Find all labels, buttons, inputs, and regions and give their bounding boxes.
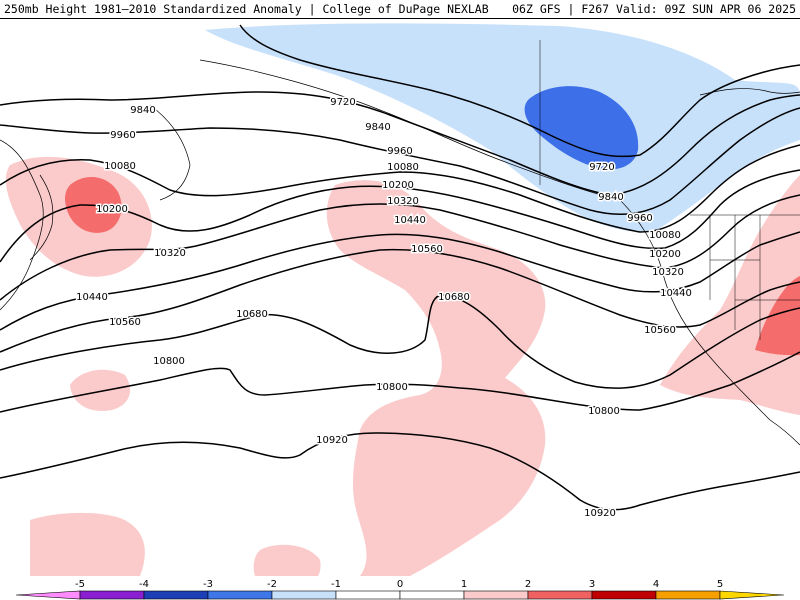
height-anomaly-map: 9720 9720 9840 9840 9840 9960 9960 9960 10080 100… xyxy=(0,23,800,576)
contour-label-10680: 10680 xyxy=(236,309,268,320)
contour-label-10320: 10320 xyxy=(652,267,684,278)
contour-label-10080: 10080 xyxy=(104,161,136,172)
political-borders xyxy=(539,40,800,340)
colorbar-tick-label: -4 xyxy=(139,579,149,590)
colorbar-segment xyxy=(399,590,465,600)
contour-label-10200: 10200 xyxy=(96,204,128,215)
colorbar-segment xyxy=(15,590,81,600)
contour-label-9960: 9960 xyxy=(110,130,135,141)
contour-9960 xyxy=(0,107,800,216)
contour-label-10320: 10320 xyxy=(387,196,419,207)
kamchatka-coastline xyxy=(149,104,191,201)
colorbar-tick-label: 5 xyxy=(717,579,723,590)
strong-positive-anomaly-west-us xyxy=(755,276,800,356)
colorbar-tick-label: 2 xyxy=(525,579,531,590)
contour-label-10080: 10080 xyxy=(649,230,681,241)
colorbar-segment xyxy=(271,590,337,600)
height-contours xyxy=(0,24,800,511)
contour-label-9960: 9960 xyxy=(627,213,652,224)
contour-label-10560: 10560 xyxy=(109,317,141,328)
contour-label-10440: 10440 xyxy=(76,292,108,303)
asia-coastline xyxy=(0,139,44,311)
contour-label-10680: 10680 xyxy=(438,292,470,303)
colorbar-tick-label: 1 xyxy=(461,579,467,590)
title-bar: 250mb Height 1981–2010 Standardized Anom… xyxy=(0,0,800,19)
contour-label-10560: 10560 xyxy=(644,325,676,336)
contour-label-10920: 10920 xyxy=(584,508,616,519)
positive-anomaly-north-pacific xyxy=(326,180,546,576)
canada-coastline xyxy=(699,88,800,96)
model-run-info: 06Z GFS | F267 Valid: 09Z SUN APR 06 202… xyxy=(512,2,796,16)
contour-label-9840: 9840 xyxy=(365,122,390,133)
contour-10920 xyxy=(0,432,800,511)
japan-coastline xyxy=(29,174,54,261)
contour-label-9720: 9720 xyxy=(589,162,614,173)
colorbar-segment xyxy=(591,590,657,600)
western-state-lines xyxy=(709,215,800,340)
colorbar-tick-label: -1 xyxy=(331,579,341,590)
colorbar-segment xyxy=(655,590,721,600)
contour-label-9840: 9840 xyxy=(130,105,155,116)
north-america-coastline xyxy=(619,199,800,446)
contour-10800 xyxy=(0,351,800,413)
contour-label-10440: 10440 xyxy=(394,215,426,226)
contour-label-9960: 9960 xyxy=(387,146,412,157)
contour-label-10920: 10920 xyxy=(316,435,348,446)
contour-label-10800: 10800 xyxy=(588,406,620,417)
contour-label-9720: 9720 xyxy=(330,97,355,108)
positive-anomaly-southwest xyxy=(30,512,145,576)
contour-10200 xyxy=(0,169,800,263)
map-title: 250mb Height 1981–2010 Standardized Anom… xyxy=(4,2,489,16)
colorbar-tick-label: -3 xyxy=(203,579,213,590)
contour-10680 xyxy=(0,294,800,389)
contour-9840 xyxy=(0,91,800,196)
contour-label-9840: 9840 xyxy=(598,192,623,203)
colorbar-segment xyxy=(335,590,401,600)
strong-negative-anomaly-center xyxy=(524,86,639,170)
positive-anomaly-south-center xyxy=(253,544,321,576)
colorbar-segment xyxy=(463,590,529,600)
contour-labels: 9720 9720 9840 9840 9840 9960 9960 9960 10080 100… xyxy=(75,96,694,521)
colorbar-tick-label: -5 xyxy=(75,579,85,590)
colorbar-segment xyxy=(719,590,785,600)
colorbar-segment xyxy=(79,590,145,600)
contour-10560 xyxy=(0,248,800,353)
colorbar-tick-label: 4 xyxy=(653,579,659,590)
contour-label-10200: 10200 xyxy=(649,249,681,260)
contour-10440 xyxy=(0,231,800,331)
colorbar-segment xyxy=(207,590,273,600)
colorbar-segments xyxy=(15,590,785,600)
contour-10080 xyxy=(0,144,800,233)
contour-label-10200: 10200 xyxy=(382,180,414,191)
contour-label-10440: 10440 xyxy=(660,288,692,299)
contour-10320 xyxy=(0,194,800,301)
positive-anomaly-west-us xyxy=(660,175,800,415)
contour-label-10320: 10320 xyxy=(154,248,186,259)
colorbar-segment xyxy=(527,590,593,600)
contour-label-10800: 10800 xyxy=(153,356,185,367)
contour-label-10560: 10560 xyxy=(411,244,443,255)
colorbar-tick-label: 0 xyxy=(397,579,403,590)
contour-label-10080: 10080 xyxy=(387,162,419,173)
colorbar-tick-label: 3 xyxy=(589,579,595,590)
contour-9720 xyxy=(239,24,800,158)
positive-anomaly-hawaii-west xyxy=(70,369,131,411)
anomaly-colorbar: -5 -4 -3 -2 -1 0 1 2 3 4 5 xyxy=(15,579,785,600)
contour-label-10800: 10800 xyxy=(376,382,408,393)
colorbar-ticks: -5 -4 -3 -2 -1 0 1 2 3 4 5 xyxy=(75,579,723,590)
negative-anomaly-region xyxy=(205,23,800,232)
colorbar-segment xyxy=(143,590,209,600)
colorbar-tick-label: -2 xyxy=(267,579,277,590)
anomaly-shading xyxy=(5,23,800,576)
